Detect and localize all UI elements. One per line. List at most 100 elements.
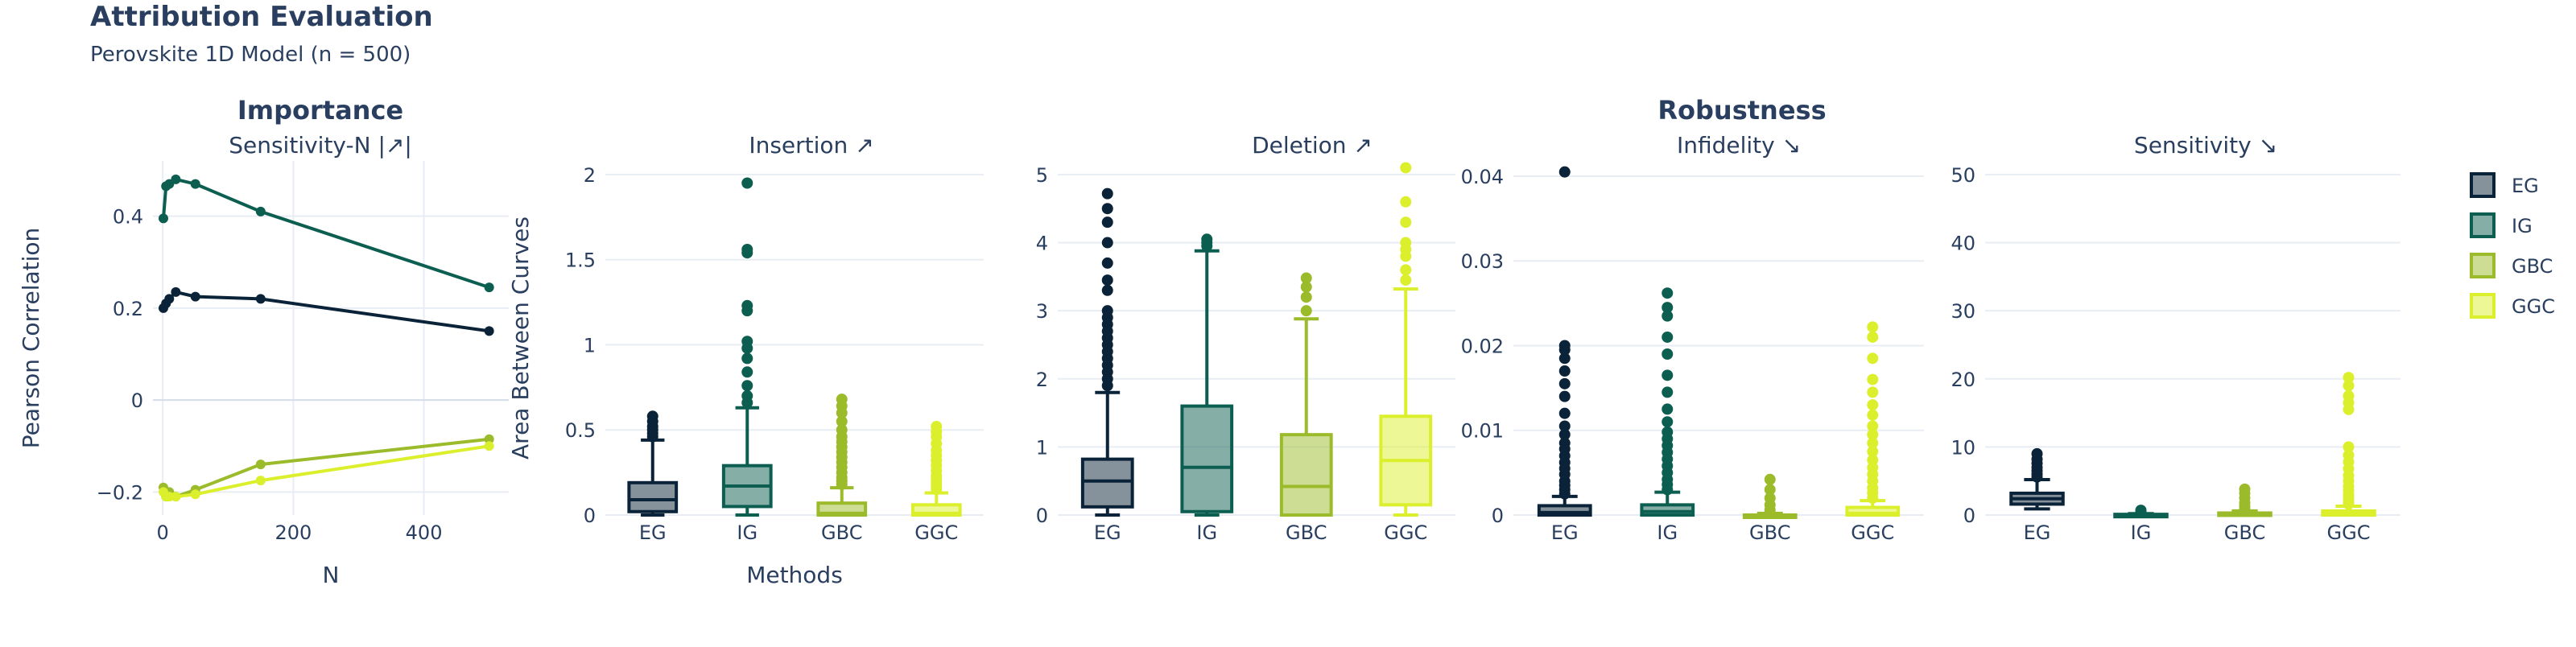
- outlier-point: [1867, 373, 1879, 385]
- box-ggc: [2321, 372, 2376, 517]
- outlier-point: [1558, 390, 1571, 402]
- box-body: [627, 480, 679, 513]
- y-tick-label: 3: [1036, 300, 1048, 323]
- outlier-point: [1867, 446, 1879, 458]
- outlier-point: [2239, 483, 2251, 495]
- outlier-point: [1558, 352, 1571, 365]
- outlier-point: [741, 299, 753, 311]
- series-point-eg: [484, 326, 494, 336]
- box-body: [1080, 457, 1134, 509]
- y-tick-label: 20: [1951, 369, 1975, 391]
- y-tick-label: 1: [1036, 436, 1048, 459]
- box-body: [1845, 505, 1901, 517]
- outlier-point: [741, 366, 753, 378]
- outlier-point: [2343, 441, 2355, 453]
- category-tick-label: GGC: [1851, 521, 1894, 544]
- outlier-point: [1101, 274, 1113, 286]
- outlier-point: [1867, 409, 1879, 421]
- box-eg: [1537, 166, 1592, 517]
- series-point-gbc: [484, 434, 494, 444]
- figure-subtitle: Perovskite 1D Model (n = 500): [90, 43, 411, 67]
- outlier-point: [1400, 274, 1412, 286]
- outlier-point: [2031, 447, 2043, 459]
- outlier-point: [1101, 216, 1113, 229]
- outlier-point: [1300, 281, 1312, 293]
- box-ggc: [910, 421, 962, 517]
- category-tick-label: GGC: [914, 521, 958, 544]
- outlier-point: [1400, 237, 1412, 249]
- chart-title: Insertion ↗: [749, 132, 873, 159]
- y-tick-label: 5: [1036, 164, 1048, 187]
- figure-title: Attribution Evaluation: [90, 1, 433, 33]
- outlier-point: [1558, 407, 1571, 419]
- outlier-point: [1662, 403, 1674, 415]
- x-axis-label: N: [323, 562, 340, 588]
- series-point-ggc: [484, 441, 494, 451]
- x-tick-label: 0: [157, 521, 169, 544]
- box-eg: [627, 410, 679, 517]
- outlier-point: [836, 415, 848, 427]
- outlier-point: [2343, 389, 2355, 402]
- outlier-point: [1764, 492, 1776, 504]
- series-point-eg: [164, 294, 175, 304]
- outlier-point: [741, 177, 753, 189]
- outlier-point: [1558, 340, 1571, 352]
- box-ig: [2113, 505, 2169, 519]
- outlier-point: [1867, 386, 1879, 398]
- chart-title: Sensitivity-N |↗|: [229, 132, 412, 159]
- outlier-point: [1300, 305, 1312, 317]
- series-point-ig: [190, 179, 200, 189]
- outlier-point: [741, 389, 753, 402]
- series-point-ggc: [171, 492, 181, 502]
- series-point-gbc: [255, 459, 266, 470]
- outlier-point: [1867, 321, 1879, 333]
- chart-panel-2: 0 0.5 1 1.5 2 Insertion ↗ EG IG GBC GGC Methods Are…: [507, 132, 984, 588]
- outlier-point: [741, 380, 753, 392]
- box-ig: [1640, 287, 1695, 517]
- box-gbc: [2217, 483, 2273, 517]
- outlier-point: [2135, 505, 2147, 517]
- y-tick-label: 1: [584, 334, 596, 356]
- series-point-eg: [255, 294, 266, 304]
- y-tick-label: 10: [1951, 436, 1975, 459]
- outlier-point: [1101, 188, 1113, 200]
- category-tick-label: EG: [639, 521, 667, 544]
- y-tick-label: 0: [131, 389, 143, 412]
- series-point-ggc: [190, 489, 200, 500]
- outlier-point: [931, 421, 943, 432]
- series-point-ggc: [255, 476, 266, 486]
- series-point-eg: [190, 291, 200, 302]
- y-axis-label: Pearson Correlation: [18, 228, 44, 449]
- legend-swatch-gbc: [2470, 253, 2496, 278]
- box-ggc: [1845, 321, 1901, 517]
- y-tick-label: 4: [1036, 233, 1048, 255]
- outlier-point: [1201, 233, 1213, 245]
- robustness-group-label: Robustness: [1657, 95, 1826, 126]
- y-tick-label: 0: [1036, 505, 1048, 527]
- outlier-point: [2343, 380, 2355, 392]
- y-tick-label: 1.5: [565, 249, 596, 272]
- outlier-point: [2343, 449, 2355, 461]
- outlier-point: [1867, 429, 1879, 440]
- outlier-point: [1662, 416, 1674, 428]
- outlier-point: [1101, 284, 1113, 296]
- box-body: [1537, 504, 1592, 517]
- outlier-point: [1867, 454, 1879, 466]
- outlier-point: [1558, 166, 1571, 178]
- outlier-point: [1558, 429, 1571, 440]
- chart-panel-3: 0 1 2 3 4 5 Deletion ↗ EG IG GBC GGC: [1036, 132, 1455, 544]
- legend-swatch-ig: [2470, 212, 2496, 238]
- x-tick-label: 400: [406, 521, 443, 544]
- y-tick-label: 0.4: [113, 206, 143, 229]
- outlier-point: [1662, 302, 1674, 314]
- y-tick-label: 0.2: [113, 298, 143, 320]
- y-tick-label: 0.04: [1461, 166, 1504, 188]
- box-body: [1279, 433, 1333, 517]
- outlier-point: [1764, 473, 1776, 485]
- outlier-point: [1662, 369, 1674, 381]
- outlier-point: [836, 394, 848, 406]
- category-tick-label: IG: [1196, 521, 1217, 544]
- legend: EG IG GBC GGC: [2470, 172, 2555, 319]
- box-ggc: [1379, 162, 1433, 517]
